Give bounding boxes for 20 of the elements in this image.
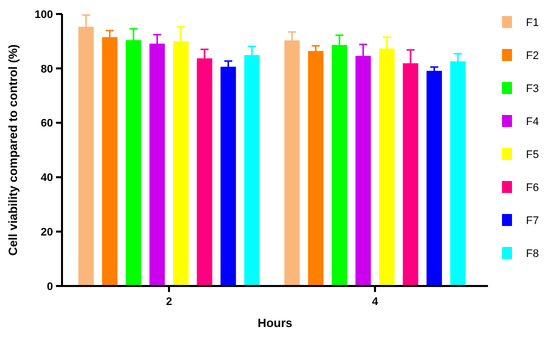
- x-tick-label: 2: [166, 296, 172, 308]
- y-tick-label: 0: [46, 280, 53, 293]
- y-tick-label: 20: [40, 226, 53, 238]
- legend-label: F1: [526, 16, 539, 29]
- legend-label: F7: [526, 214, 539, 227]
- y-tick-label: 100: [34, 8, 53, 21]
- legend-label: F4: [526, 116, 539, 128]
- x-tick-label: 4: [372, 296, 379, 308]
- legend-label: F8: [526, 248, 539, 260]
- legend-label: F3: [526, 82, 539, 95]
- y-tick-label: 80: [40, 63, 53, 76]
- bar: [426, 70, 442, 286]
- bar: [308, 50, 324, 286]
- y-axis-title: Cell viability compared to control (%): [6, 44, 20, 256]
- legend-label: F6: [526, 182, 539, 194]
- legend-label: F5: [526, 148, 539, 161]
- x-axis-title: Hours: [258, 316, 293, 330]
- legend-label: F2: [526, 50, 539, 62]
- y-tick-label: 40: [40, 172, 53, 184]
- y-tick-label: 60: [40, 118, 53, 130]
